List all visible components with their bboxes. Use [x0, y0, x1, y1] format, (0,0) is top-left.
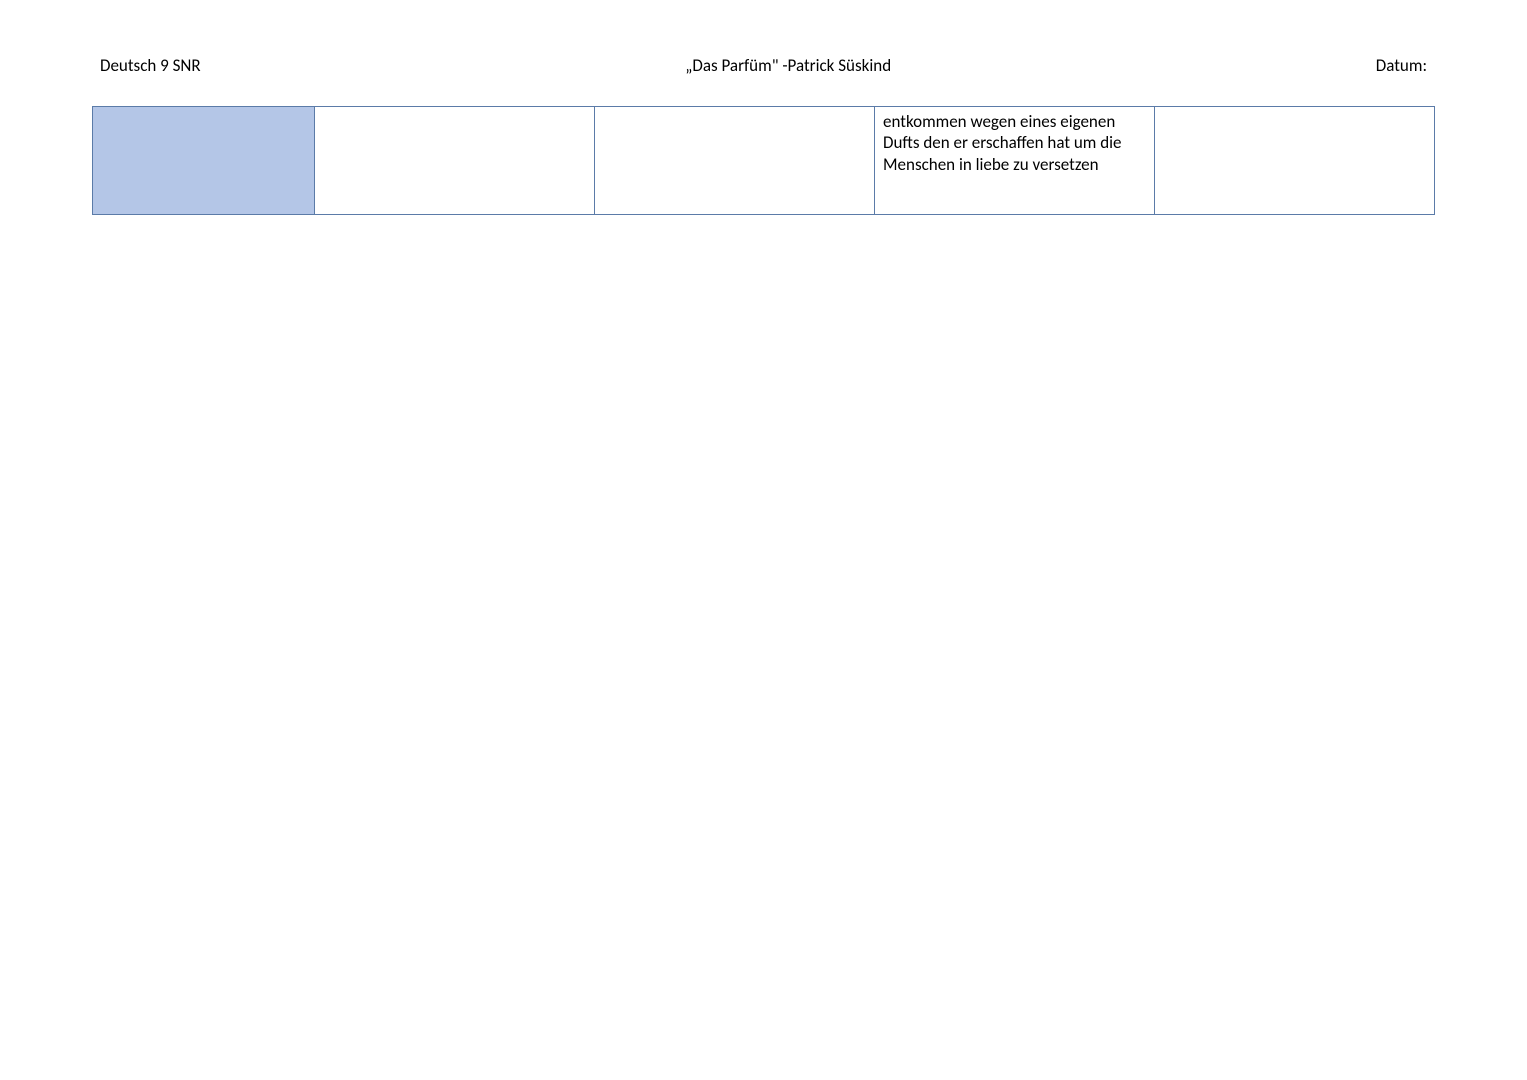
header-center: „Das Parfüm" -Patrick Süskind	[201, 55, 1376, 76]
header-left: Deutsch 9 SNR	[100, 55, 201, 76]
table-cell	[595, 107, 875, 215]
table-cell	[1154, 107, 1434, 215]
table-wrapper: entkommen wegen eines eigenen Dufts den …	[0, 106, 1527, 215]
table-cell	[93, 107, 315, 215]
header-right: Datum:	[1376, 55, 1427, 76]
table-row: entkommen wegen eines eigenen Dufts den …	[93, 107, 1435, 215]
document-header: Deutsch 9 SNR „Das Parfüm" -Patrick Süsk…	[0, 0, 1527, 106]
table-cell	[315, 107, 595, 215]
table-cell: entkommen wegen eines eigenen Dufts den …	[875, 107, 1155, 215]
content-table: entkommen wegen eines eigenen Dufts den …	[92, 106, 1435, 215]
